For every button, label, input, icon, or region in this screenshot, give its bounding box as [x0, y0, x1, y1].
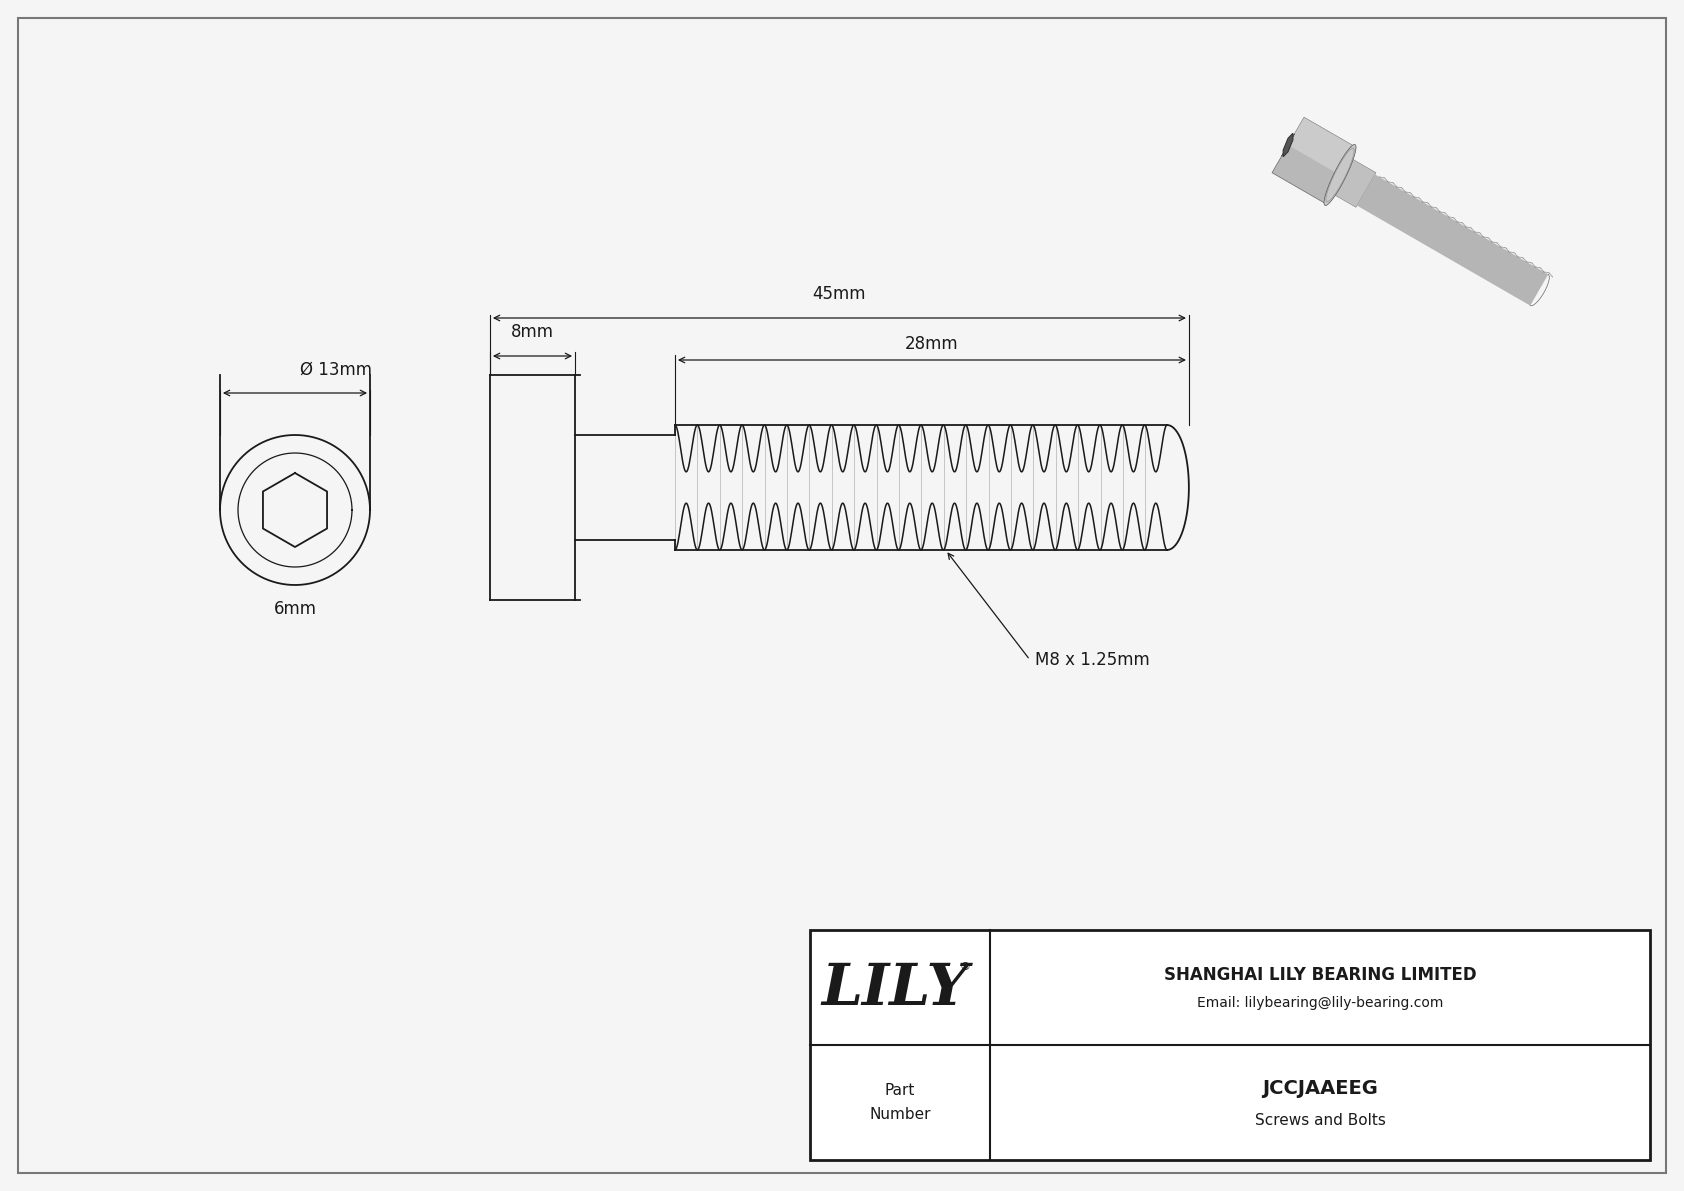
Polygon shape [1282, 133, 1295, 156]
Text: ®: ® [960, 962, 970, 973]
Text: 28mm: 28mm [904, 335, 958, 353]
Text: M8 x 1.25mm: M8 x 1.25mm [1036, 651, 1150, 669]
Text: Screws and Bolts: Screws and Bolts [1255, 1114, 1386, 1128]
Polygon shape [1357, 174, 1548, 306]
Text: Part
Number: Part Number [869, 1083, 931, 1122]
Text: JCCJAAEEG: JCCJAAEEG [1261, 1079, 1378, 1098]
Text: 8mm: 8mm [510, 323, 554, 341]
Text: SHANGHAI LILY BEARING LIMITED: SHANGHAI LILY BEARING LIMITED [1164, 967, 1477, 985]
Polygon shape [1330, 157, 1376, 207]
Polygon shape [1288, 117, 1356, 175]
Text: 6mm: 6mm [273, 600, 317, 618]
Bar [810, 930, 1650, 1160]
Text: Email: lilybearing@lily-bearing.com: Email: lilybearing@lily-bearing.com [1197, 997, 1443, 1010]
Polygon shape [1324, 144, 1356, 206]
Bar [810, 930, 1650, 1160]
Text: 45mm: 45mm [813, 285, 866, 303]
Text: Ø 13mm: Ø 13mm [300, 361, 372, 379]
Polygon shape [1283, 133, 1293, 157]
Text: LILY: LILY [822, 961, 968, 1018]
Polygon shape [1271, 117, 1356, 202]
